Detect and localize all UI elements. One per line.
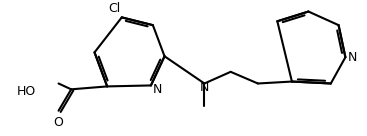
Text: HO: HO — [17, 85, 36, 98]
Text: O: O — [54, 116, 63, 129]
Text: Cl: Cl — [109, 2, 121, 15]
Text: N: N — [347, 51, 357, 64]
Text: N: N — [153, 83, 162, 95]
Text: N: N — [200, 81, 209, 94]
